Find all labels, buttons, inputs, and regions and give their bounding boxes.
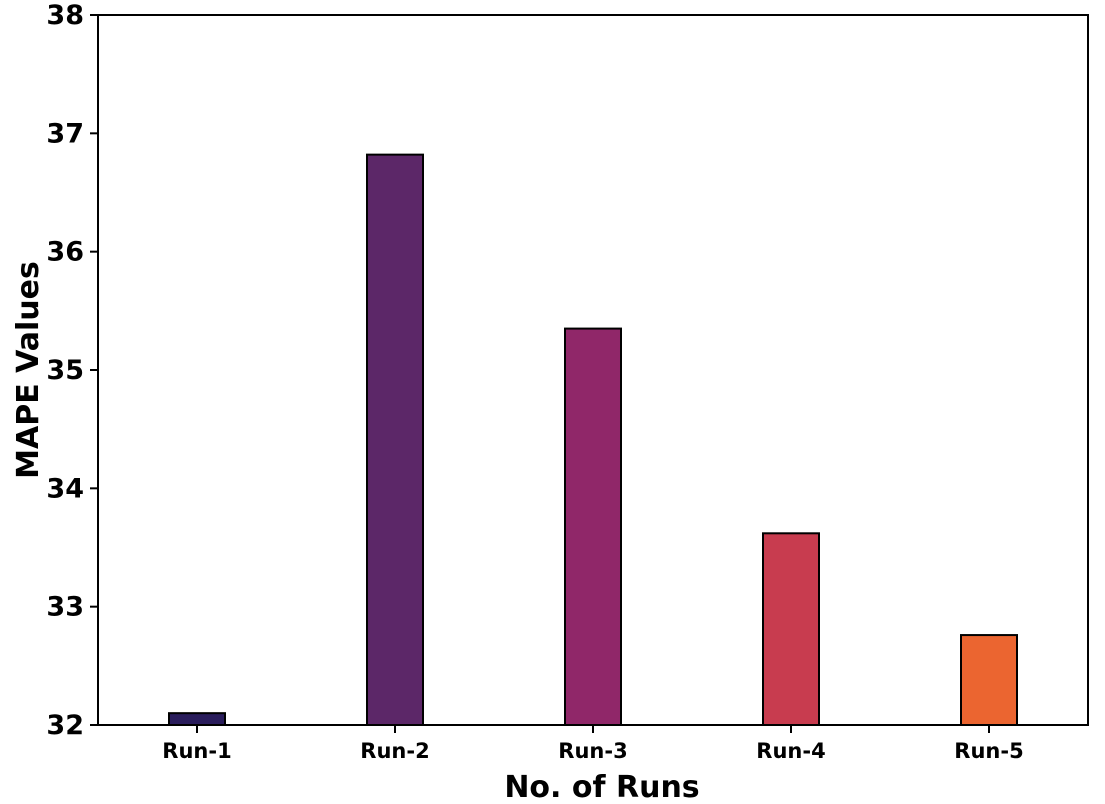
x-tick-label: Run-5 (954, 739, 1023, 763)
y-tick-label: 32 (46, 710, 84, 741)
y-tick-label: 37 (46, 118, 84, 149)
y-tick-label: 38 (46, 0, 84, 31)
x-tick-label: Run-1 (162, 739, 231, 763)
y-tick-label: 33 (46, 592, 84, 623)
x-tick-label: Run-4 (756, 739, 825, 763)
bar-run-2 (366, 153, 424, 726)
bar-run-4 (762, 532, 820, 726)
y-axis-title: MAPE Values (11, 261, 46, 479)
x-tick-label: Run-3 (558, 739, 627, 763)
bar-run-1 (168, 712, 226, 727)
bars-group (168, 153, 1018, 727)
y-tick-label: 35 (46, 355, 84, 386)
x-tick-label: Run-2 (360, 739, 429, 763)
y-tick-label: 34 (46, 473, 84, 504)
y-axis: 32 33 34 35 36 37 38 (46, 0, 98, 741)
x-axis: Run-1 Run-2 Run-3 Run-4 Run-5 (162, 725, 1024, 763)
y-tick-label: 36 (46, 237, 84, 268)
bar-run-5 (960, 634, 1018, 726)
bar-run-3 (564, 327, 622, 726)
x-axis-title: No. of Runs (504, 770, 699, 804)
